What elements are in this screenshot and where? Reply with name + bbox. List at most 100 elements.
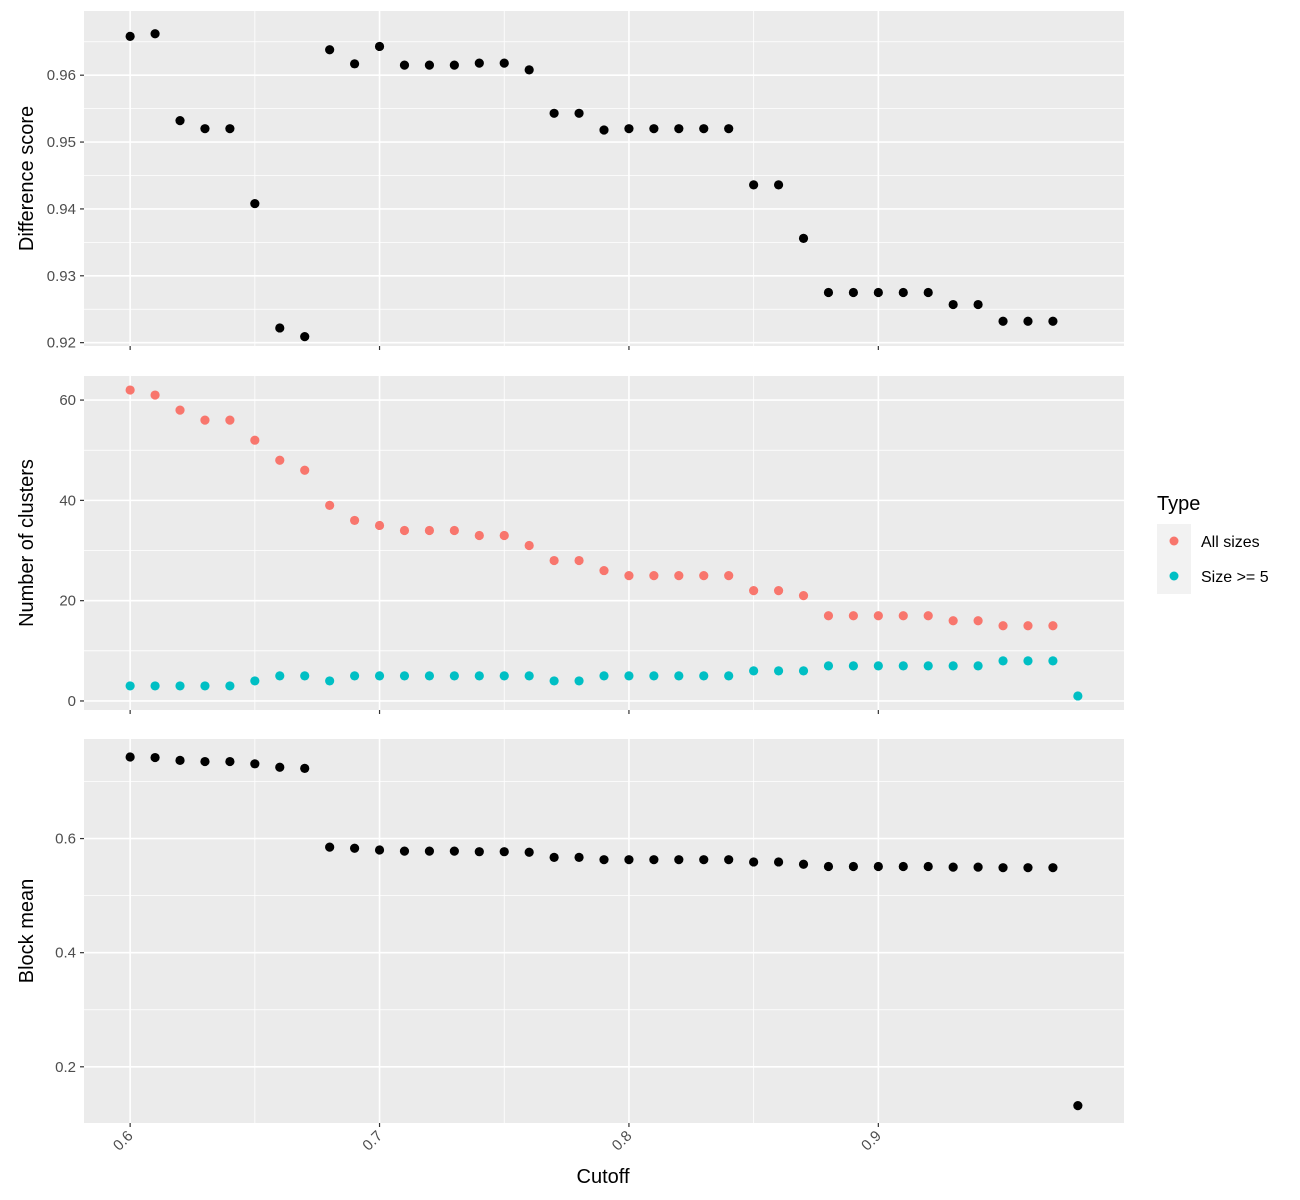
data-point (773, 180, 784, 190)
x-tick-label: 0.7 (359, 1128, 386, 1155)
data-point (1023, 863, 1033, 873)
data-point (749, 586, 759, 596)
data-point (374, 671, 385, 681)
data-point (349, 59, 360, 69)
data-point (499, 530, 509, 541)
data-point (724, 124, 734, 134)
y-axis-title: Block mean (16, 879, 38, 984)
data-point (798, 233, 809, 243)
data-point (1048, 621, 1058, 631)
data-point (823, 287, 834, 298)
y-tick-label: 40 (59, 492, 76, 509)
data-point (649, 570, 659, 581)
data-point (848, 287, 859, 298)
data-point (200, 124, 210, 134)
data-point (898, 287, 908, 298)
data-point (798, 859, 809, 869)
data-point (749, 180, 759, 190)
data-point (424, 60, 435, 70)
data-point (424, 525, 435, 536)
data-point (798, 591, 809, 601)
facet-panel-1: 0.92 0.93 0.94 0.95 0.96 Difference score (16, 11, 1124, 352)
series-2-1 (125, 385, 1058, 631)
data-point (225, 124, 235, 134)
panel-background (84, 376, 1124, 710)
data-point (1073, 691, 1083, 701)
data-point (724, 671, 734, 681)
data-point (823, 611, 834, 621)
data-point (898, 611, 908, 621)
data-point (1048, 863, 1058, 873)
data-point (674, 124, 684, 134)
data-point (848, 861, 859, 872)
series-3-1 (125, 752, 1083, 1111)
y-tick-label: 0.4 (55, 945, 76, 962)
y-tick-label: 0.95 (47, 134, 76, 151)
data-point (674, 671, 684, 681)
legend: Type All sizes Size >= 5 (1157, 493, 1269, 594)
data-point (549, 555, 559, 566)
x-tick-label: 0.9 (858, 1128, 885, 1155)
data-point (275, 323, 285, 333)
legend-label-all-sizes: All sizes (1201, 534, 1260, 551)
data-point (449, 525, 459, 536)
y-tick-label: 0.92 (47, 335, 76, 352)
data-point (948, 616, 958, 626)
y-tick-label: 0.94 (47, 201, 76, 218)
y-tick-label: 0 (68, 693, 76, 710)
data-point (873, 611, 883, 621)
data-point (474, 671, 484, 681)
data-point (1073, 1100, 1083, 1111)
data-point (150, 681, 160, 691)
data-point (599, 855, 609, 865)
data-point (574, 108, 584, 118)
data-point (998, 621, 1008, 631)
data-point (1023, 621, 1033, 631)
data-point (773, 857, 784, 867)
x-tick-label: 0.6 (110, 1128, 137, 1155)
data-point (175, 405, 185, 415)
data-point (200, 415, 210, 425)
data-point (300, 465, 310, 475)
data-point (998, 316, 1008, 326)
data-point (524, 65, 534, 75)
data-point (699, 570, 709, 581)
data-point (150, 390, 160, 400)
data-point (549, 852, 559, 862)
data-point (374, 845, 385, 855)
data-point (773, 586, 784, 596)
y-tick-label: 0.2 (55, 1059, 76, 1076)
data-point (325, 45, 335, 55)
facet-panel-3: 0.2 0.4 0.6 0.6 0.7 0.8 0.9 Block mean (16, 739, 1124, 1154)
data-point (624, 570, 634, 581)
data-point (923, 861, 933, 872)
data-point (150, 752, 160, 763)
legend-label-size-ge-5: Size >= 5 (1201, 569, 1269, 586)
data-point (873, 661, 883, 671)
data-point (424, 671, 435, 681)
data-point (1023, 656, 1033, 666)
data-point (499, 58, 509, 68)
data-point (674, 855, 684, 865)
data-point (599, 125, 609, 135)
data-point (699, 855, 709, 865)
legend-key-size-ge-5 (1169, 571, 1179, 581)
panel-background (84, 11, 1124, 346)
data-point (250, 676, 260, 686)
data-point (349, 843, 360, 853)
data-point (225, 681, 235, 691)
data-point (973, 299, 983, 310)
data-point (399, 671, 410, 681)
data-point (225, 756, 235, 767)
data-point (873, 287, 883, 298)
data-point (973, 862, 983, 872)
data-point (250, 198, 260, 209)
data-point (574, 676, 584, 686)
data-point (225, 415, 235, 425)
data-point (125, 385, 135, 395)
data-point (200, 681, 210, 691)
data-point (724, 570, 734, 581)
series-2-2 (125, 656, 1083, 701)
data-point (923, 287, 933, 298)
